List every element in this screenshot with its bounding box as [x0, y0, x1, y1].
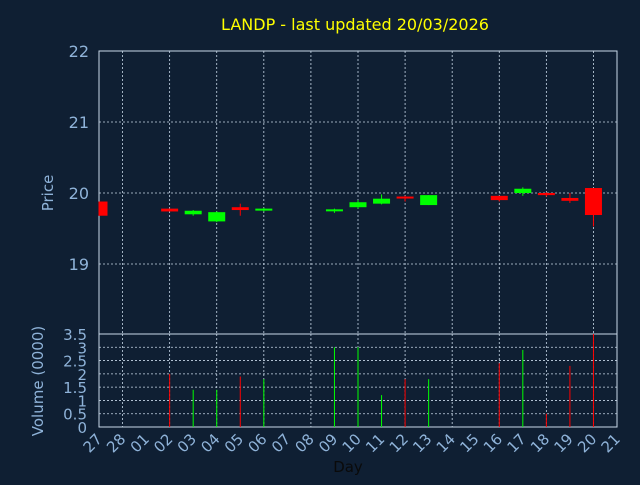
- chart-title: LANDP - last updated 20/03/2026: [221, 15, 489, 34]
- candle-body: [514, 188, 532, 193]
- candle-body: [490, 195, 508, 201]
- candle-body: [420, 195, 438, 206]
- price-tick-label: 20: [69, 184, 89, 203]
- price-tick-label: 22: [69, 42, 89, 61]
- volume-axis-label: Volume (0000): [29, 326, 47, 436]
- candle-body: [396, 196, 414, 199]
- volume-tick-label: 3: [77, 339, 87, 357]
- candle-body: [584, 188, 602, 216]
- candle-body: [255, 208, 273, 211]
- volume-tick-label: 1.5: [63, 379, 87, 397]
- price-panel: 22 21 20 19: [69, 42, 618, 335]
- volume-tick-label: 2: [77, 366, 87, 384]
- volume-tick-label: 1: [77, 392, 87, 410]
- candle-body: [349, 202, 367, 208]
- candle-body: [373, 198, 391, 204]
- candle-body: [99, 201, 108, 216]
- candle-body: [184, 210, 202, 215]
- candle-body: [161, 208, 179, 212]
- candle-body: [231, 207, 249, 211]
- volume-tick-label: 0: [77, 419, 87, 437]
- price-axis-label: Price: [39, 175, 57, 212]
- x-axis-label: Day: [333, 458, 363, 476]
- x-axis: 2728010203040506070809101112131415161718…: [80, 430, 624, 456]
- price-tick-label: 19: [69, 255, 89, 274]
- price-tick-label: 21: [69, 113, 89, 132]
- volume-panel: 3.532.521.510.50: [63, 326, 618, 437]
- candle-body: [561, 197, 579, 201]
- volume-tick-label: 3.5: [63, 326, 87, 344]
- candle-body: [537, 193, 555, 196]
- candle-body: [208, 212, 226, 222]
- candle-body: [325, 209, 343, 212]
- volume-tick-label: 2.5: [63, 353, 87, 371]
- volume-tick-label: 0.5: [63, 406, 87, 424]
